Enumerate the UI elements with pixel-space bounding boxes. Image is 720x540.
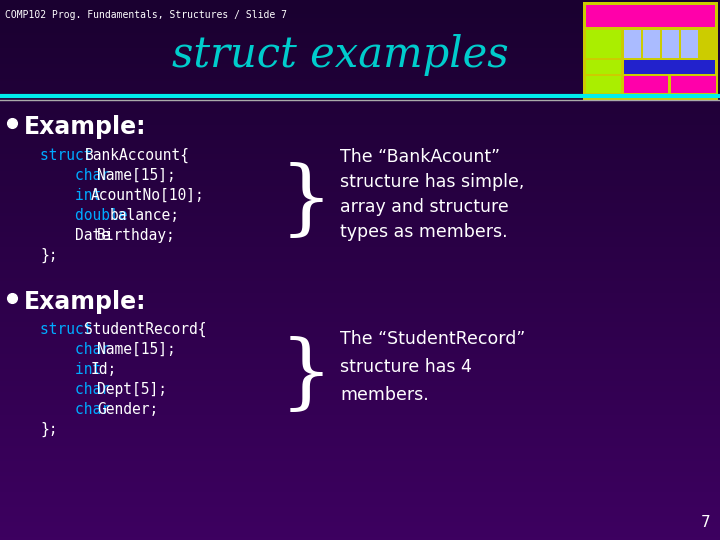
Bar bbox=[662, 30, 679, 58]
Text: array and structure: array and structure bbox=[340, 198, 509, 216]
Text: Birthday;: Birthday; bbox=[97, 228, 176, 243]
Text: double: double bbox=[40, 208, 136, 223]
Bar bbox=[586, 60, 621, 74]
Text: AcountNo[10];: AcountNo[10]; bbox=[91, 188, 204, 203]
Text: The “StudentRecord”: The “StudentRecord” bbox=[340, 330, 526, 348]
Text: Name[15];: Name[15]; bbox=[97, 168, 176, 183]
Bar bbox=[586, 76, 621, 93]
Text: };: }; bbox=[40, 422, 58, 437]
Bar bbox=[624, 76, 668, 93]
Bar bbox=[671, 76, 716, 93]
Text: char: char bbox=[40, 342, 119, 357]
Text: int: int bbox=[40, 188, 110, 203]
Text: The “BankAcount”: The “BankAcount” bbox=[340, 148, 500, 166]
Text: }: } bbox=[280, 162, 333, 242]
Text: balance;: balance; bbox=[110, 208, 180, 223]
Text: struct examples: struct examples bbox=[171, 34, 508, 76]
Text: struct: struct bbox=[40, 322, 102, 337]
Text: 7: 7 bbox=[701, 515, 710, 530]
Text: Example:: Example: bbox=[24, 290, 146, 314]
Bar bbox=[586, 30, 621, 58]
Text: char: char bbox=[40, 382, 119, 397]
Text: char: char bbox=[40, 402, 119, 417]
Text: char: char bbox=[40, 168, 119, 183]
Bar bbox=[643, 30, 660, 58]
Text: Example:: Example: bbox=[24, 115, 146, 139]
Bar bbox=[624, 30, 641, 58]
Text: members.: members. bbox=[340, 386, 428, 404]
Text: int: int bbox=[40, 362, 110, 377]
Text: }: } bbox=[280, 336, 333, 416]
Text: COMP102 Prog. Fundamentals, Structures / Slide 7: COMP102 Prog. Fundamentals, Structures /… bbox=[5, 10, 287, 20]
Text: Dept[5];: Dept[5]; bbox=[97, 382, 167, 397]
Bar bbox=[583, 2, 718, 100]
Text: types as members.: types as members. bbox=[340, 223, 508, 241]
Text: struct: struct bbox=[40, 148, 102, 163]
Text: Gender;: Gender; bbox=[97, 402, 158, 417]
Bar bbox=[681, 30, 698, 58]
Text: Date: Date bbox=[40, 228, 119, 243]
Text: StudentRecord{: StudentRecord{ bbox=[84, 322, 207, 337]
Text: Name[15];: Name[15]; bbox=[97, 342, 176, 357]
Text: structure has simple,: structure has simple, bbox=[340, 173, 524, 191]
Text: BankAccount{: BankAccount{ bbox=[84, 148, 189, 163]
Bar bbox=[624, 60, 715, 74]
Text: };: }; bbox=[40, 248, 58, 263]
Text: structure has 4: structure has 4 bbox=[340, 358, 472, 376]
Bar bbox=[586, 5, 715, 27]
Text: Id;: Id; bbox=[91, 362, 117, 377]
